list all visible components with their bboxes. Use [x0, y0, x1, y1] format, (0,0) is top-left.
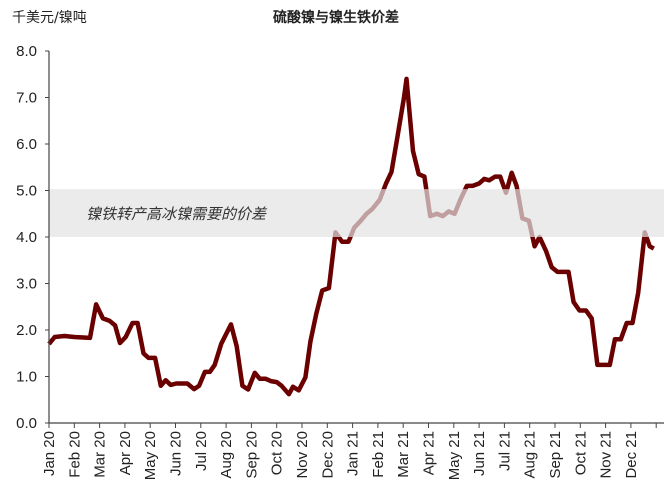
x-tick-label: Feb 20: [66, 431, 83, 478]
y-tick-label: 4.0: [16, 229, 37, 246]
x-tick-label: Mar 20: [92, 431, 109, 478]
y-tick-label: 8.0: [16, 43, 37, 60]
y-axis-unit-label: 千美元/镍吨: [12, 10, 87, 26]
plot-area: 镍铁转产高冰镍需要的价差 0.0 1.0 2.0 3.0 4.0 5.0 6.0 7.0 8.0 J…: [16, 43, 664, 480]
x-tick-label: Nov 20: [294, 431, 311, 479]
x-tick-label: May 20: [142, 431, 159, 480]
y-tick-label: 3.0: [16, 276, 37, 293]
y-tick-label: 0.0: [16, 415, 37, 432]
x-tick-label: Aug 21: [522, 431, 539, 479]
y-tick-label: 6.0: [16, 136, 37, 153]
x-tick-label: Jan 21: [345, 431, 362, 476]
x-tick-label: Feb 21: [370, 431, 387, 478]
band-label: 镍铁转产高冰镍需要的价差: [86, 205, 268, 223]
x-tick-label: Oct 20: [269, 431, 286, 475]
y-tick-label: 1.0: [16, 369, 37, 386]
x-tick-label: Jul 20: [193, 431, 210, 471]
x-tick-label: Apr 21: [421, 431, 438, 475]
x-tick-label: Dec 21: [623, 431, 640, 479]
x-tick-label: Dec 20: [319, 431, 336, 479]
x-tick-label: Oct 21: [572, 431, 589, 475]
y-tick-label: 7.0: [16, 90, 37, 107]
x-tick-label: May 21: [446, 431, 463, 480]
x-tick-label: Jul 21: [496, 431, 513, 471]
x-tick-label: Sep 20: [243, 431, 260, 479]
threshold-band: [49, 189, 664, 237]
x-tick-label: Mar 21: [395, 431, 412, 478]
y-tick-label: 2.0: [16, 322, 37, 339]
x-tick-label: Jun 21: [471, 431, 488, 476]
x-tick-label: Aug 20: [218, 431, 235, 479]
x-tick-label: Jun 20: [168, 431, 185, 476]
x-tick-label: Jan 20: [41, 431, 58, 476]
x-tick-label: Sep 21: [547, 431, 564, 479]
chart-title: 硫酸镍与镍生铁价差: [273, 9, 399, 26]
x-tick-label: Apr 20: [117, 431, 134, 475]
x-tick-label: Nov 21: [598, 431, 615, 479]
y-tick-label: 5.0: [16, 183, 37, 200]
